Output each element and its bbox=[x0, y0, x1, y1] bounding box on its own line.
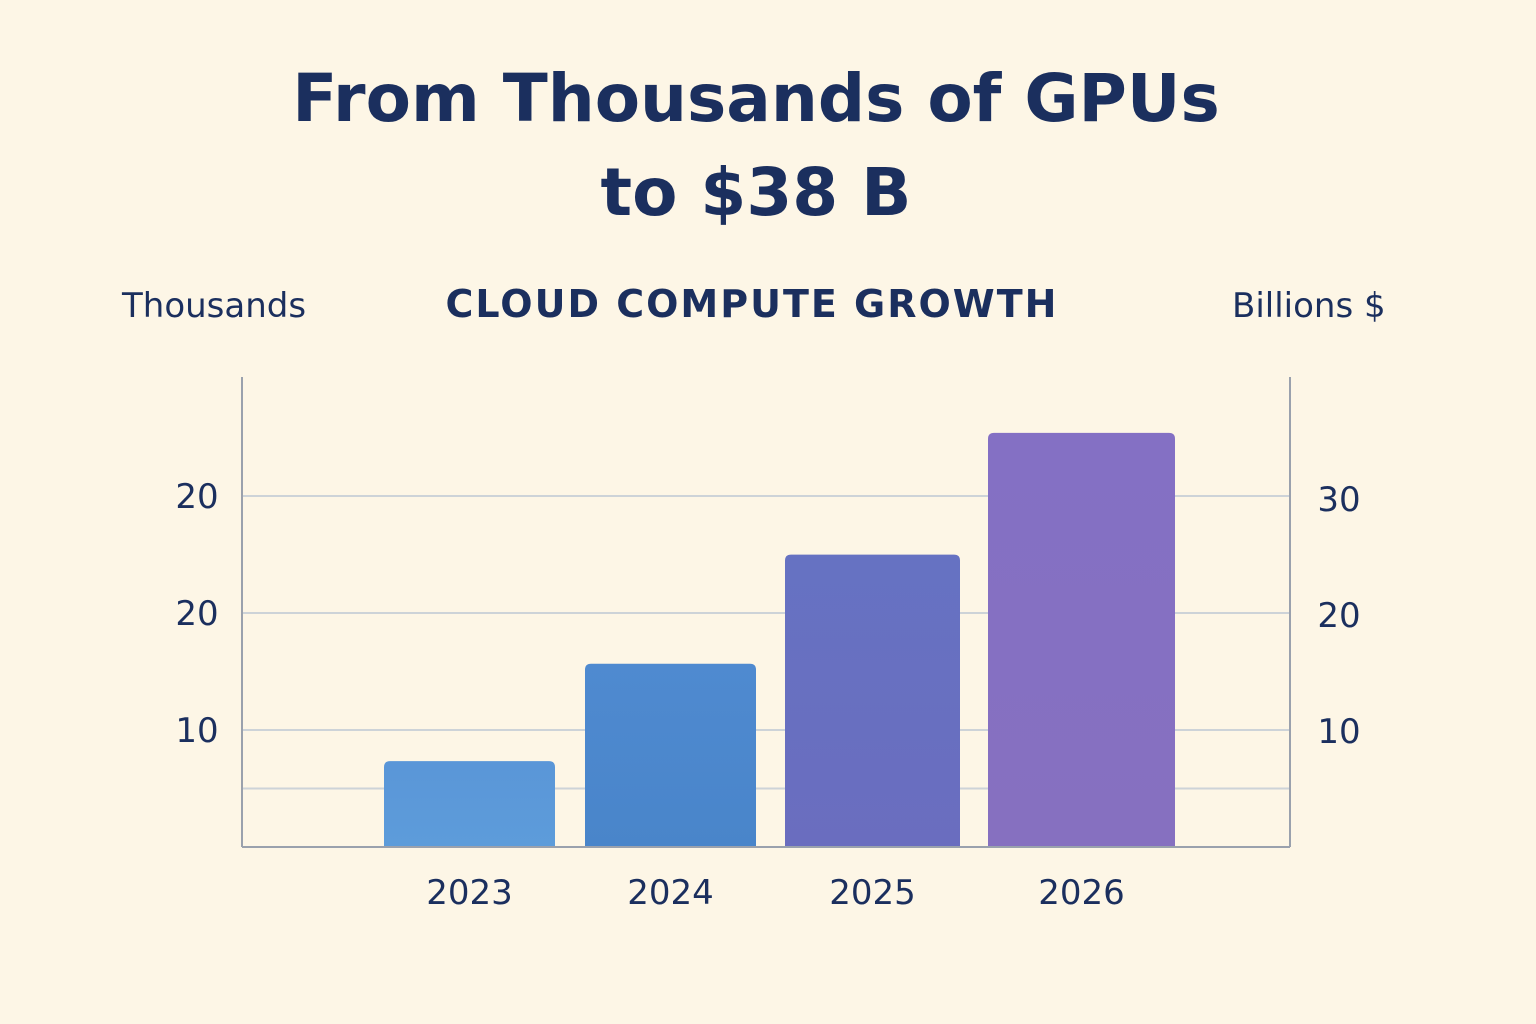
left-tick-label: 20 bbox=[175, 594, 218, 634]
left-axis-label: Thousands bbox=[122, 286, 307, 326]
bar-2025 bbox=[785, 554, 960, 847]
x-tick-label: 2024 bbox=[627, 873, 714, 913]
chart-title: From Thousands of GPUs to $38 B bbox=[0, 52, 1512, 240]
bar-2024 bbox=[585, 663, 756, 847]
left-tick-label: 10 bbox=[175, 711, 218, 751]
title-line-2: to $38 B bbox=[600, 154, 912, 231]
tick-labels: 10 20 20 10 20 30 2023 2024 2025 2026 bbox=[175, 477, 1360, 913]
x-tick-label: 2025 bbox=[829, 873, 916, 913]
right-axis-label: Billions $ bbox=[1232, 286, 1386, 326]
right-tick-label: 30 bbox=[1317, 480, 1360, 520]
axes bbox=[241, 377, 1291, 848]
right-tick-label: 10 bbox=[1317, 712, 1360, 752]
x-tick-label: 2026 bbox=[1038, 873, 1125, 913]
x-tick-label: 2023 bbox=[426, 873, 513, 913]
bar-2023 bbox=[384, 761, 555, 847]
bars bbox=[384, 432, 1175, 847]
bar-2026 bbox=[988, 432, 1175, 847]
title-line-1: From Thousands of GPUs bbox=[292, 60, 1220, 137]
right-tick-label: 20 bbox=[1317, 596, 1360, 636]
left-tick-label: 20 bbox=[175, 477, 218, 517]
chart-subtitle: CLOUD COMPUTE GROWTH bbox=[445, 282, 1059, 326]
